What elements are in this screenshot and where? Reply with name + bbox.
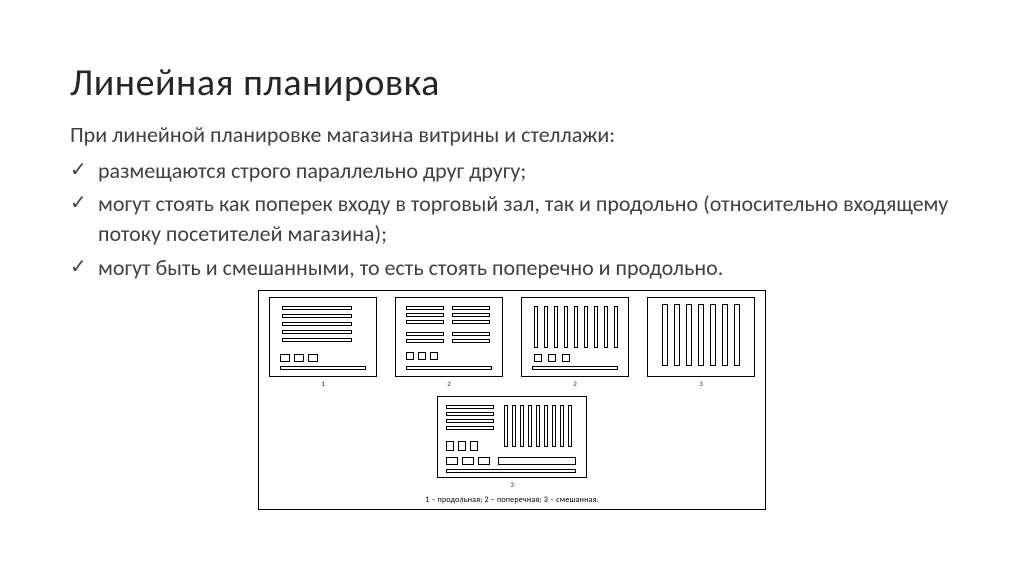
slide: Линейная планировка При линейной планиро… [0, 0, 1024, 574]
bullet-list: размещаются строго параллельно друг друг… [70, 156, 954, 283]
plan-label: 2 [395, 379, 503, 388]
bullet-item: размещаются строго параллельно друг друг… [70, 156, 954, 186]
diagram-caption: 1 – продольная; 2 – поперечная; 3 – смеш… [269, 495, 755, 505]
plan-1-wrap: 1 [269, 297, 377, 388]
plan-2b-wrap: 2 [521, 297, 629, 388]
plan-1 [269, 297, 377, 377]
plan-2a-wrap: 2 [395, 297, 503, 388]
diagram-container: 1 [70, 290, 954, 510]
bullet-item: могут быть и смешанными, то есть стоять … [70, 253, 954, 283]
page-title: Линейная планировка [70, 60, 954, 106]
plan-3a [647, 297, 755, 377]
plan-3b [437, 396, 587, 478]
diagram-row-1: 1 [269, 297, 755, 388]
plan-label: 3 [647, 379, 755, 388]
plan-3a-wrap: 3 [647, 297, 755, 388]
bullet-item: могут стоять как поперек входу в торговы… [70, 189, 954, 248]
plan-label: 2 [521, 379, 629, 388]
diagram-row-2: 3 [269, 396, 755, 489]
plan-2b [521, 297, 629, 377]
intro-text: При линейной планировке магазина витрины… [70, 120, 954, 150]
plan-3b-wrap: 3 [437, 396, 587, 489]
plan-label: 1 [269, 379, 377, 388]
plan-label: 3 [437, 480, 587, 489]
layout-diagram: 1 [258, 290, 766, 510]
plan-2a [395, 297, 503, 377]
